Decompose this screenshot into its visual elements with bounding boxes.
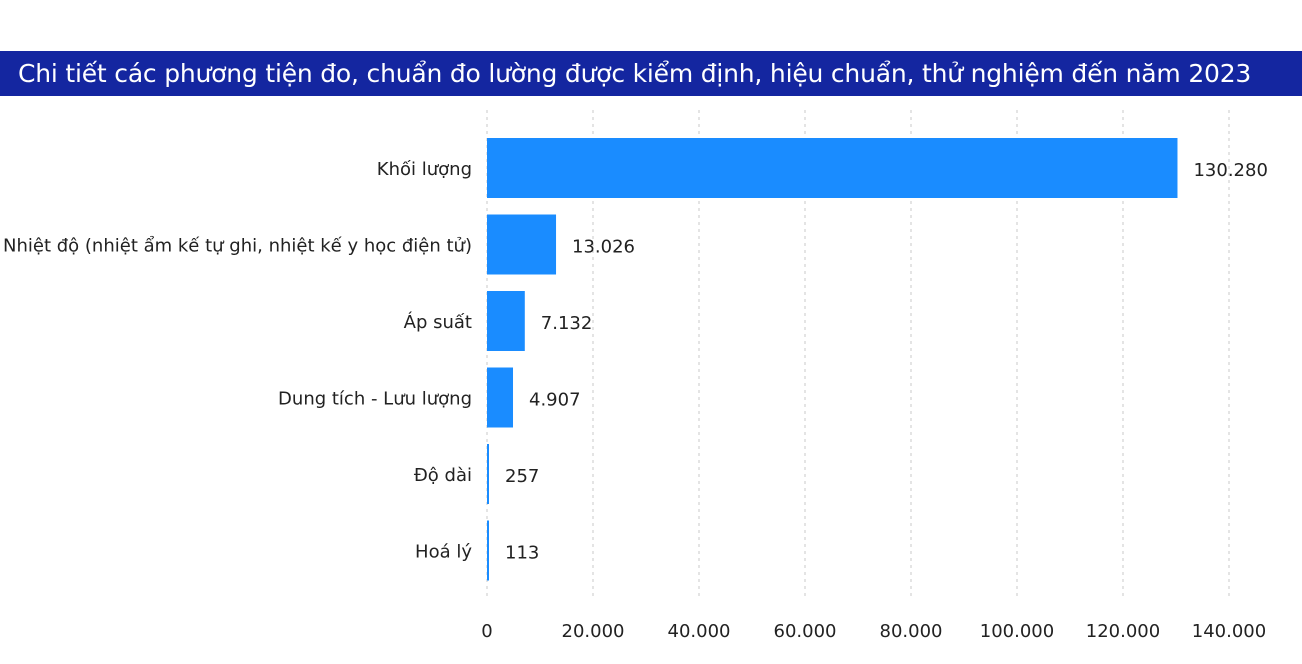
data-label: 113 — [505, 543, 539, 564]
x-tick-label: 0 — [481, 621, 492, 642]
x-tick-label: 80.000 — [880, 621, 943, 642]
category-label: Hoá lý — [415, 542, 472, 563]
bar — [487, 291, 525, 351]
x-tick-label: 140.000 — [1192, 621, 1266, 642]
x-tick-label: 100.000 — [980, 621, 1054, 642]
bar — [487, 444, 489, 504]
value-labels: 130.280 13.026 7.132 4.907 257 113 — [505, 160, 1268, 564]
data-label: 257 — [505, 466, 539, 487]
x-tick-label: 120.000 — [1086, 621, 1160, 642]
category-label: Dung tích - Lưu lượng — [278, 389, 472, 410]
x-tick-label: 40.000 — [668, 621, 731, 642]
data-label: 7.132 — [541, 313, 593, 334]
category-label: Áp suất — [404, 311, 472, 333]
bar — [487, 214, 557, 275]
data-label: 4.907 — [529, 390, 581, 411]
x-tick-label: 60.000 — [774, 621, 837, 642]
bar — [487, 520, 489, 581]
bar — [487, 138, 1178, 198]
data-label: 13.026 — [572, 237, 635, 258]
chart-title-bar: Chi tiết các phương tiện đo, chuẩn đo lư… — [0, 51, 1302, 96]
x-axis-tick-labels: 0 20.000 40.000 60.000 80.000 100.000 120.000 1… — [481, 621, 1266, 642]
category-label: Độ dài — [414, 465, 472, 486]
category-labels: Khối lượng Nhiệt độ (nhiệt ẩm kế tự ghi, … — [3, 159, 472, 563]
x-tick-label: 20.000 — [562, 621, 625, 642]
category-label: Nhiệt độ (nhiệt ẩm kế tự ghi, nhiệt kế y… — [3, 236, 472, 257]
category-label: Khối lượng — [377, 159, 472, 180]
bar — [487, 367, 514, 428]
gridlines — [486, 110, 1230, 598]
chart-title: Chi tiết các phương tiện đo, chuẩn đo lư… — [18, 59, 1252, 88]
bars — [487, 138, 1178, 581]
data-label: 130.280 — [1193, 160, 1267, 181]
